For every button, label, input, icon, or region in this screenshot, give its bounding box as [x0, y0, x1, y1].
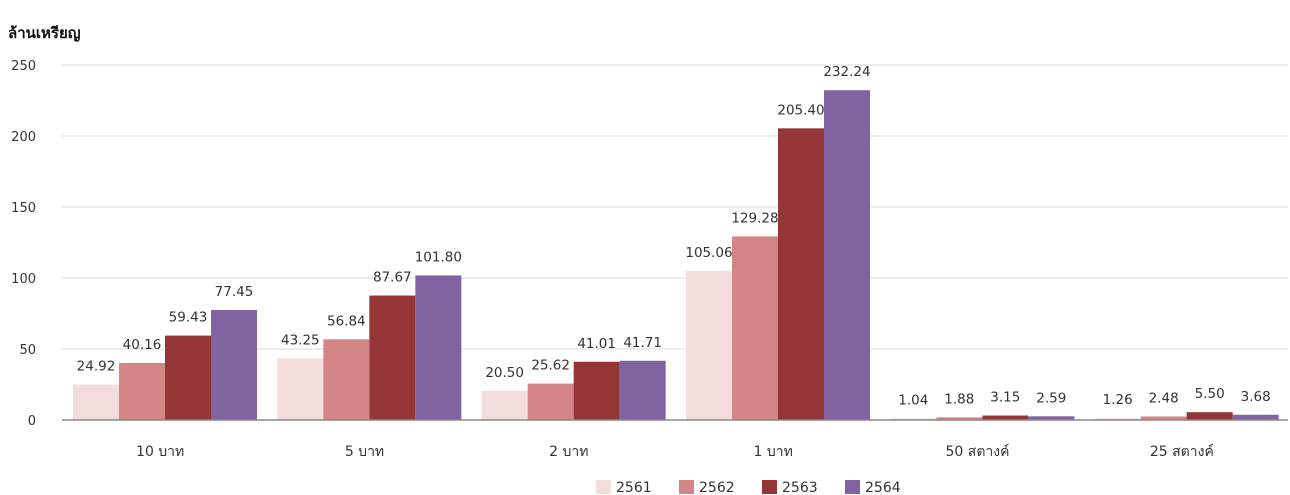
legend-swatch-2564	[845, 480, 860, 494]
legend: 2561 2562 2563 2564	[596, 480, 901, 495]
bar-2563	[778, 128, 824, 420]
bar-2562	[323, 339, 370, 420]
y-tick-label: 200	[11, 130, 36, 145]
data-label: 5.50	[1195, 386, 1225, 402]
x-category-label: 2 บาท	[549, 444, 588, 460]
y-axis-ticks: 0 50 100 150 200 250	[11, 59, 36, 429]
bar-2563	[165, 335, 211, 420]
data-label: 43.25	[281, 333, 320, 349]
legend-swatch-2562	[679, 480, 694, 494]
x-category-label: 1 บาท	[753, 444, 792, 460]
data-label: 129.28	[731, 210, 778, 226]
bar-2564	[824, 90, 870, 420]
data-label: 41.01	[577, 336, 616, 352]
data-label: 1.04	[898, 393, 928, 409]
bar-2561	[277, 358, 324, 420]
data-label: 20.50	[485, 365, 524, 381]
bar-2564	[1028, 416, 1075, 420]
data-label: 41.71	[623, 335, 662, 351]
legend-swatch-2563	[762, 480, 777, 494]
bars	[73, 90, 1279, 420]
x-category-label: 5 บาท	[345, 444, 384, 460]
y-tick-label: 100	[11, 272, 36, 287]
data-label: 59.43	[169, 310, 208, 326]
data-label: 101.80	[415, 249, 462, 265]
bar-2561	[1094, 418, 1141, 420]
y-axis-title: ล้านเหรียญ	[8, 24, 81, 42]
bar-2564	[415, 275, 462, 420]
bar-2562	[1140, 416, 1187, 420]
data-label: 1.88	[944, 391, 974, 407]
legend-swatch-2561	[596, 480, 611, 494]
data-label: 3.15	[990, 390, 1020, 406]
legend-label: 2562	[699, 480, 735, 495]
bar-2563	[1186, 412, 1233, 420]
data-label: 87.67	[373, 270, 412, 286]
data-label: 2.48	[1149, 390, 1179, 406]
x-category-label: 50 สตางค์	[946, 443, 1010, 460]
bar-2564	[211, 310, 257, 420]
bar-2562	[936, 417, 983, 420]
bar-2561	[481, 390, 528, 420]
bar-2564	[1232, 414, 1279, 420]
bar-2561	[73, 384, 119, 420]
x-category-label: 10 บาท	[136, 444, 184, 460]
gridlines	[62, 64, 1288, 350]
legend-label: 2564	[865, 480, 901, 495]
data-label: 1.26	[1103, 392, 1133, 408]
data-label: 77.45	[215, 284, 254, 300]
data-label: 232.24	[823, 64, 870, 80]
data-label: 2.59	[1036, 390, 1066, 406]
bar-2563	[369, 295, 416, 420]
x-axis-categories: 10 บาท 5 บาท 2 บาท 1 บาท 50 สตางค์ 25 สตางค์	[136, 443, 1214, 460]
data-label: 40.16	[123, 337, 162, 353]
bar-2563	[982, 415, 1029, 420]
y-tick-label: 150	[11, 201, 36, 216]
bar-2562	[732, 236, 778, 420]
data-label: 205.40	[777, 102, 824, 118]
x-category-label: 25 สตางค์	[1150, 443, 1214, 460]
data-label: 3.68	[1241, 389, 1271, 405]
data-label: 105.06	[685, 245, 732, 261]
data-label: 25.62	[531, 358, 570, 374]
data-labels: 24.92 40.16 59.43 77.45 43.25 56.84 87.67101.8…	[77, 64, 1271, 408]
data-label: 24.92	[77, 359, 116, 375]
bar-2563	[573, 361, 620, 420]
bar-2564	[619, 360, 666, 420]
bar-2561	[686, 270, 732, 420]
bar-2562	[119, 362, 165, 420]
legend-label: 2561	[616, 480, 652, 495]
y-tick-label: 0	[28, 414, 36, 429]
bar-2562	[527, 383, 574, 420]
data-label: 56.84	[327, 313, 366, 329]
y-tick-label: 250	[11, 59, 36, 74]
y-tick-label: 50	[19, 343, 36, 358]
legend-label: 2563	[782, 480, 818, 495]
